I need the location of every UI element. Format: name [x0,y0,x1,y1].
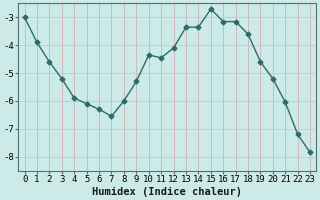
X-axis label: Humidex (Indice chaleur): Humidex (Indice chaleur) [92,186,242,197]
